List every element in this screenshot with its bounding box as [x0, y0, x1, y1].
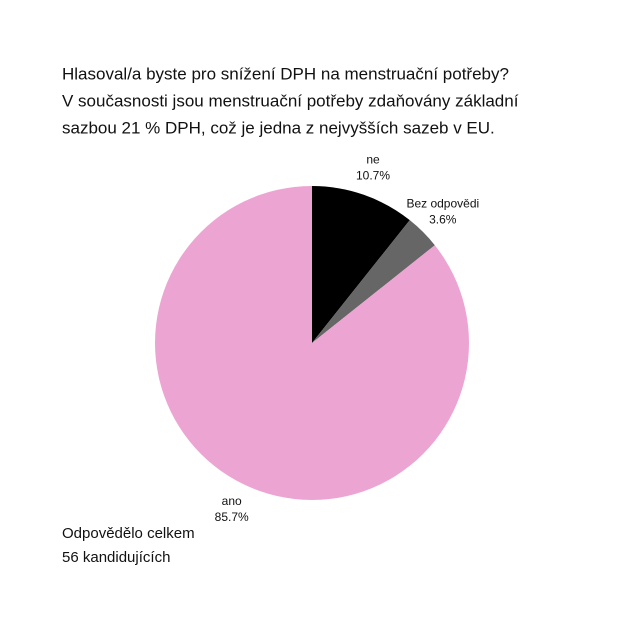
chart-title: Hlasoval/a byste pro snížení DPH na mens… — [62, 64, 509, 83]
value-label: 3.6% — [429, 212, 457, 226]
chart-title: sazbou 21 % DPH, což je jedna z nejvyšší… — [62, 118, 495, 137]
slice-label: ano — [222, 494, 242, 508]
annotation: 56 kandidujících — [62, 549, 170, 566]
value-label: 85.7% — [215, 510, 249, 524]
chart-title: V současnosti jsou menstruační potřeby z… — [62, 91, 519, 110]
slice-label: ne — [366, 153, 380, 167]
annotation: Odpovědělo celkem — [62, 525, 195, 542]
slice-label: Bez odpovědi — [406, 196, 479, 210]
pie-slice — [154, 186, 469, 500]
value-label: 10.7% — [356, 169, 390, 183]
pie-slice — [312, 186, 410, 343]
pie-slice — [312, 220, 435, 343]
